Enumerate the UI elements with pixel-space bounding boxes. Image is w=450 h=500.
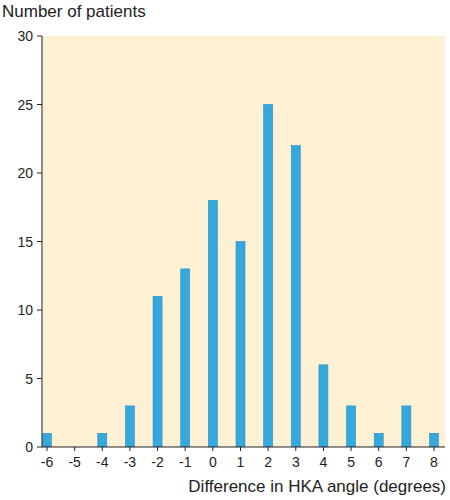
x-tick-label: 2 — [264, 454, 272, 470]
x-tick — [129, 447, 130, 451]
bar — [374, 433, 383, 447]
bar — [347, 406, 356, 447]
x-tick — [240, 447, 241, 451]
x-axis-label: Difference in HKA angle (degrees) — [188, 477, 446, 496]
y-axis-label: Number of patients — [2, 2, 146, 21]
plot-background — [42, 36, 445, 447]
x-tick-label: -5 — [68, 454, 81, 470]
bar — [264, 105, 273, 448]
bar — [98, 433, 107, 447]
x-tick-label: -6 — [41, 454, 54, 470]
x-tick-label: 6 — [375, 454, 383, 470]
x-tick — [323, 447, 324, 451]
bar — [181, 269, 190, 447]
y-tick — [37, 241, 42, 242]
x-tick-label: 8 — [430, 454, 438, 470]
bar — [208, 200, 217, 447]
y-tick-label: 10 — [17, 302, 33, 318]
y-tick-label: 0 — [25, 439, 33, 455]
y-tick-label: 30 — [17, 28, 33, 44]
x-tick — [47, 447, 48, 451]
x-tick — [212, 447, 213, 451]
y-tick — [37, 447, 42, 448]
y-tick — [37, 310, 42, 311]
x-tick-label: 3 — [292, 454, 300, 470]
x-tick-label: 0 — [209, 454, 217, 470]
x-tick — [406, 447, 407, 451]
bar — [153, 296, 162, 447]
x-tick — [378, 447, 379, 451]
chart: 0 5 10 15 20 25 30 -6 -5 -4 -3 -2 -1 0 1 2 3 4 5 6 7 8 Number … — [0, 0, 450, 500]
y-tick — [37, 378, 42, 379]
x-tick — [434, 447, 435, 451]
x-tick — [74, 447, 75, 451]
y-tick-label: 5 — [25, 371, 33, 387]
bar — [236, 242, 245, 448]
y-tick-label: 20 — [17, 165, 33, 181]
y-tick-label: 25 — [17, 97, 33, 113]
x-tick-label: -2 — [151, 454, 164, 470]
y-tick-label: 15 — [17, 234, 33, 250]
bar — [291, 146, 300, 447]
y-tick — [37, 173, 42, 174]
x-tick-label: -1 — [179, 454, 192, 470]
x-tick — [351, 447, 352, 451]
x-tick-label: 5 — [347, 454, 355, 470]
x-tick-label: 1 — [237, 454, 245, 470]
y-tick — [37, 104, 42, 105]
x-tick — [295, 447, 296, 451]
x-tick-label: 7 — [402, 454, 410, 470]
x-tick — [268, 447, 269, 451]
bar — [319, 365, 328, 447]
bar — [43, 433, 52, 447]
y-tick — [37, 36, 42, 37]
bar — [125, 406, 134, 447]
x-tick-label: -4 — [96, 454, 109, 470]
x-tick — [185, 447, 186, 451]
x-tick-label: 4 — [320, 454, 328, 470]
bar — [402, 406, 411, 447]
bar — [430, 433, 439, 447]
bars — [43, 105, 439, 448]
x-tick — [102, 447, 103, 451]
x-tick — [157, 447, 158, 451]
x-tick-label: -3 — [124, 454, 137, 470]
